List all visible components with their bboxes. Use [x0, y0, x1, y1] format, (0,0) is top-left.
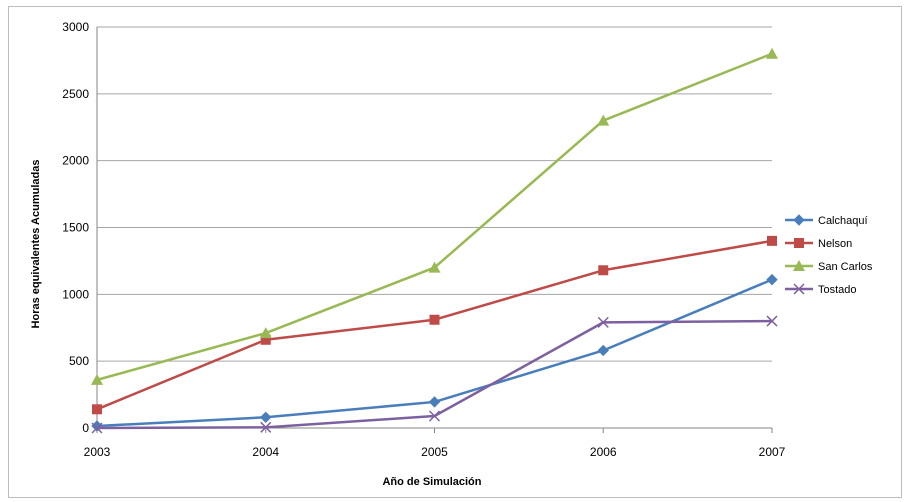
y-axis-title: Horas equivalentes Acumuladas — [30, 160, 42, 329]
series-line-san-carlos — [96, 52, 773, 382]
y-tick-1500: 1500 — [62, 221, 89, 235]
y-tick-0: 0 — [82, 421, 89, 435]
legend-marker-san-carlos — [793, 260, 805, 271]
chart-frame — [8, 6, 902, 498]
point-san-carlos-2006 — [597, 114, 610, 126]
legend-marker-tostado-b — [793, 283, 805, 295]
legend: Calchaquí Nelson San Carlos Tostado — [785, 214, 873, 296]
series-calchaqui — [91, 273, 778, 432]
legend-item-calchaqui: Calchaquí — [785, 214, 868, 227]
y-tick-2500: 2500 — [62, 87, 89, 101]
gridlines — [96, 26, 773, 433]
point-san-carlos-2005 — [428, 261, 441, 273]
point-nelson-2003 — [92, 404, 102, 415]
x-axis-title: Año de Simulación — [382, 476, 481, 488]
y-tick-1000: 1000 — [62, 287, 89, 301]
legend-label-nelson: Nelson — [818, 238, 852, 250]
point-calchaqui-2007 — [766, 273, 778, 286]
point-tostado-2005 — [428, 410, 441, 422]
point-tostado-2007 — [766, 315, 778, 327]
point-nelson-2004 — [260, 334, 271, 345]
legend-marker-calchaqui — [793, 214, 805, 226]
point-calchaqui-2003 — [91, 420, 103, 432]
x-tick-2004: 2004 — [252, 445, 279, 459]
point-tostado-2005-b — [428, 410, 441, 422]
series-tostado — [91, 315, 778, 434]
series-lines — [91, 47, 778, 434]
legend-label-calchaqui: Calchaquí — [818, 215, 868, 227]
point-nelson-2006 — [598, 265, 609, 276]
point-san-carlos-2004 — [259, 327, 272, 339]
x-tick-labels: 2003 2004 2005 2006 2007 — [84, 445, 786, 459]
legend-label-san-carlos: San Carlos — [818, 261, 873, 273]
series-line-tostado — [96, 319, 773, 430]
point-tostado-2003-b — [91, 422, 103, 434]
series-nelson — [92, 235, 777, 415]
x-tick-2003: 2003 — [84, 445, 111, 459]
legend-marker-tostado — [793, 283, 805, 295]
point-calchaqui-2005 — [428, 396, 441, 408]
point-san-carlos-2007 — [766, 47, 778, 59]
point-calchaqui-2004 — [260, 411, 272, 424]
point-nelson-2005 — [429, 314, 440, 325]
legend-item-san-carlos: San Carlos — [785, 260, 873, 273]
point-san-carlos-2003 — [91, 373, 103, 385]
point-tostado-2003 — [91, 422, 103, 434]
point-tostado-2006-b — [597, 316, 609, 328]
x-tick-2007: 2007 — [759, 445, 786, 459]
y-tick-2000: 2000 — [62, 154, 89, 168]
point-tostado-2004 — [260, 421, 272, 433]
y-tick-500: 500 — [69, 354, 89, 368]
point-tostado-2007-b — [766, 315, 778, 327]
point-calchaqui-2006 — [597, 344, 609, 357]
y-tick-labels: 0 500 1000 1500 2000 2500 3000 — [62, 20, 89, 435]
point-nelson-2007 — [767, 235, 777, 246]
y-tick-3000: 3000 — [62, 20, 89, 34]
legend-label-tostado: Tostado — [818, 284, 857, 296]
series-san-carlos — [91, 47, 778, 385]
point-tostado-2004-b — [260, 421, 272, 433]
legend-marker-nelson — [794, 238, 804, 248]
x-tick-2005: 2005 — [421, 445, 448, 459]
x-tick-2006: 2006 — [590, 445, 617, 459]
legend-item-nelson: Nelson — [785, 238, 852, 250]
point-tostado-2006 — [597, 316, 609, 328]
legend-item-tostado: Tostado — [785, 283, 857, 296]
